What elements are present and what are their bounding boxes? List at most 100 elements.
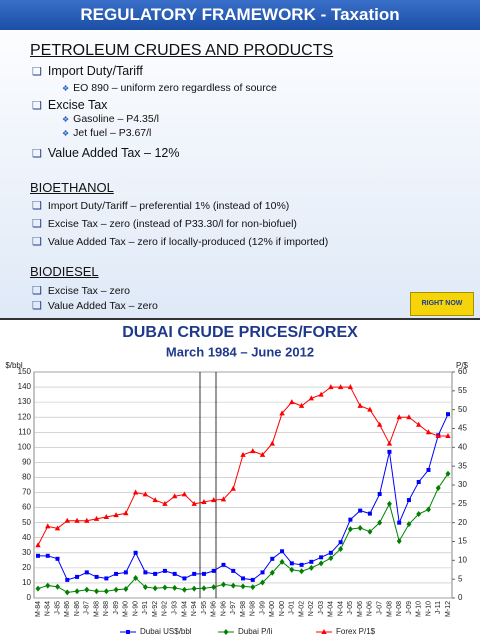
marker <box>406 414 412 420</box>
legend-marker <box>223 629 229 635</box>
sub-bullet-text: Gasoline – P4.35/l <box>73 113 159 125</box>
marker <box>435 485 441 492</box>
chart: DUBAI CRUDE PRICES/FOREX March 1984 – Ju… <box>0 320 480 640</box>
x-tick-label: M-00 <box>269 601 276 617</box>
marker <box>55 583 61 590</box>
x-tick-label: J-09 <box>406 601 413 615</box>
x-tick-label: J-07 <box>377 601 384 615</box>
y2-tick-label: 30 <box>458 480 467 489</box>
bullet: ❑ Excise Tax – zero <box>32 285 130 297</box>
y2-tick-label: 45 <box>458 424 467 433</box>
marker <box>123 570 128 575</box>
x-tick-label: M-86 <box>64 601 71 617</box>
x-tick-label: N-92 <box>162 601 169 616</box>
marker <box>426 467 431 472</box>
legend-label: Forex P/1$ <box>336 627 376 636</box>
y2-tick-label: 10 <box>458 555 467 564</box>
marker <box>35 542 41 548</box>
marker <box>357 524 363 531</box>
y-tick-label: 150 <box>18 367 32 376</box>
x-tick-label: J-87 <box>84 601 91 615</box>
marker <box>153 571 158 576</box>
marker <box>377 519 383 526</box>
x-tick-label: M-04 <box>328 601 335 617</box>
marker <box>260 579 266 586</box>
marker <box>54 525 61 531</box>
marker <box>221 562 226 567</box>
chart-title: DUBAI CRUDE PRICES/FOREX <box>122 324 358 341</box>
marker <box>279 410 285 416</box>
marker <box>397 520 402 525</box>
x-tick-label: J-01 <box>289 601 296 615</box>
marker <box>192 571 197 576</box>
marker <box>446 412 450 417</box>
x-tick-label: M-90 <box>123 601 130 617</box>
x-tick-label: N-08 <box>396 601 403 616</box>
marker <box>133 575 139 582</box>
marker <box>172 584 178 591</box>
marker <box>103 588 109 595</box>
marker <box>211 568 216 573</box>
y2-tick-label: 60 <box>458 367 467 376</box>
marker <box>94 574 99 579</box>
marker <box>319 555 324 560</box>
marker <box>269 569 275 576</box>
x-tick-label: M-98 <box>240 601 247 617</box>
marker <box>416 421 422 427</box>
marker <box>45 523 51 529</box>
x-tick-label: J-97 <box>230 601 237 615</box>
marker <box>65 577 70 582</box>
section-heading-text: BIOETHANOL <box>30 180 114 195</box>
section-heading: PETROLEUM CRUDES AND PRODUCTS <box>30 42 333 60</box>
marker <box>84 586 90 593</box>
marker <box>181 491 188 497</box>
marker <box>347 384 354 390</box>
x-tick-label: J-03 <box>318 601 325 615</box>
marker <box>396 414 402 420</box>
y2-tick-label: 40 <box>458 442 467 451</box>
marker <box>75 574 80 579</box>
marker <box>152 585 158 592</box>
bullet-text: Excise Tax <box>47 98 108 112</box>
x-tick-label: J-05 <box>347 601 354 615</box>
marker <box>94 588 100 595</box>
sub-bullet: ❖ EO 890 – uniform zero regardless of sou… <box>62 82 277 94</box>
marker <box>280 549 285 554</box>
x-tick-label: M-02 <box>298 601 305 617</box>
x-tick-label: N-90 <box>132 601 139 616</box>
chart-subtitle: March 1984 – June 2012 <box>166 344 314 359</box>
marker <box>298 402 305 408</box>
y-tick-label: 0 <box>27 593 32 602</box>
marker <box>191 500 197 506</box>
x-tick-label: J-85 <box>54 601 61 615</box>
marker <box>259 451 266 457</box>
y2-tick-label: 25 <box>458 499 467 508</box>
bullet-text: Excise Tax – zero (instead of P33.30/l f… <box>47 218 297 230</box>
x-tick-label: M-10 <box>416 601 423 617</box>
marker <box>308 564 314 571</box>
y-tick-label: 60 <box>22 503 31 512</box>
y-tick-label: 80 <box>22 473 31 482</box>
x-tick-label: J-91 <box>142 601 149 615</box>
x-tick-label: M-84 <box>35 601 42 617</box>
marker <box>299 562 304 567</box>
sub-bullet: ❖ Jet fuel – P3.67/l <box>62 127 152 139</box>
marker <box>104 576 109 581</box>
marker <box>142 584 148 591</box>
y2-tick-label: 20 <box>458 518 467 527</box>
marker <box>114 571 119 576</box>
y2-tick-label: 35 <box>458 461 467 470</box>
marker <box>367 511 372 516</box>
chart-background <box>0 320 480 640</box>
marker <box>358 508 363 513</box>
marker <box>269 440 275 446</box>
y-tick-label: 100 <box>18 442 32 451</box>
marker <box>162 568 167 573</box>
marker <box>328 555 334 562</box>
x-tick-label: N-00 <box>279 601 286 616</box>
x-tick-label: N-10 <box>425 601 432 616</box>
marker <box>289 566 295 573</box>
marker <box>250 448 256 454</box>
sub-bullet-text: Jet fuel – P3.67/l <box>73 127 152 139</box>
